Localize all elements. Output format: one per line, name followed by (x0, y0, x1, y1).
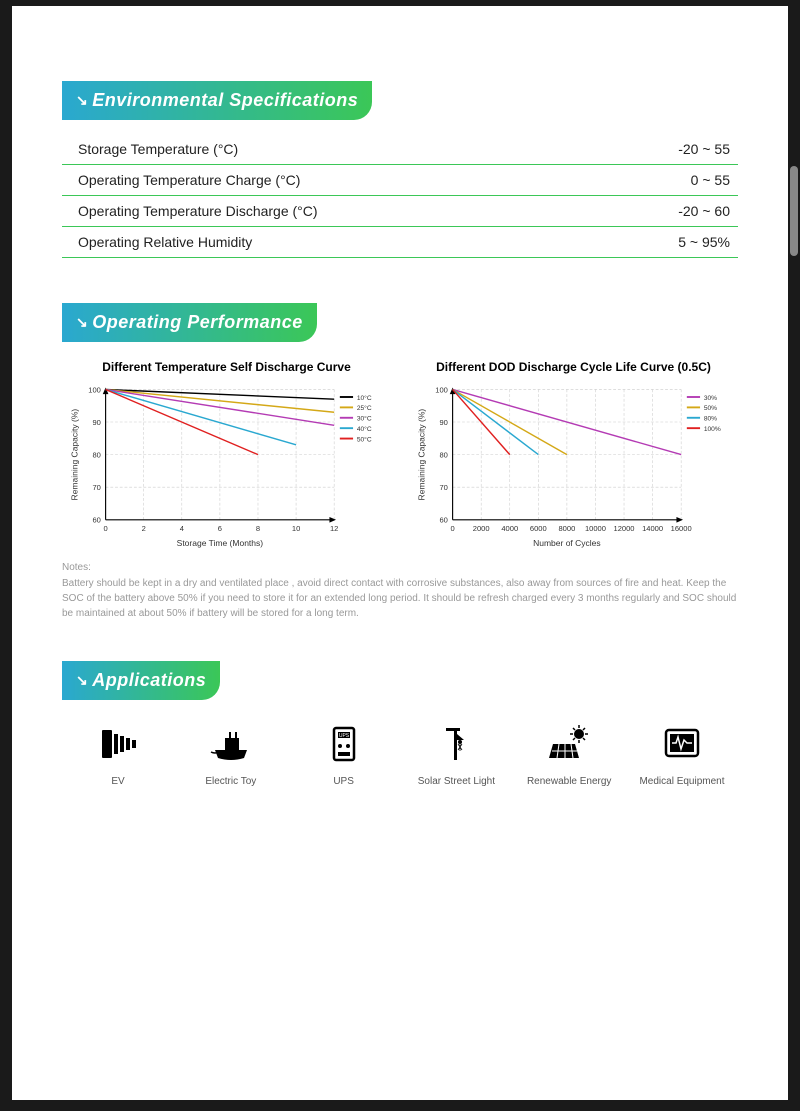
app-electric-toy: Electric Toy (181, 722, 281, 787)
app-solar-street-light: Solar Street Light (406, 722, 506, 787)
svg-text:16000: 16000 (671, 524, 692, 533)
app-label: Electric Toy (205, 776, 256, 787)
scrollbar-thumb[interactable] (790, 166, 798, 256)
svg-text:2000: 2000 (473, 524, 490, 533)
env-specs-title: Environmental Specifications (92, 90, 358, 110)
env-specs-table: Storage Temperature (°C)-20 ~ 55 Operati… (62, 134, 738, 258)
operating-perf-header: ↘Operating Performance (62, 303, 317, 342)
chart1-box: Different Temperature Self Discharge Cur… (62, 360, 391, 550)
env-specs-header: ↘Environmental Specifications (62, 81, 372, 120)
applications-title: Applications (92, 670, 206, 690)
notes-text: Battery should be kept in a dry and vent… (62, 576, 738, 621)
applications-header: ↘Applications (62, 661, 220, 700)
app-ups: UPS UPS (294, 722, 394, 787)
page: ↘Environmental Specifications Storage Te… (12, 6, 788, 1100)
spec-value: 0 ~ 55 (583, 165, 738, 196)
charts-row: Different Temperature Self Discharge Cur… (62, 360, 738, 550)
app-medical-equipment: Medical Equipment (632, 722, 732, 787)
ship-icon (209, 722, 253, 766)
arrow-icon: ↘ (76, 92, 88, 108)
svg-text:Storage Time (Months): Storage Time (Months) (177, 538, 264, 548)
content-area: ↘Environmental Specifications Storage Te… (12, 6, 788, 787)
chart2-box: Different DOD Discharge Cycle Life Curve… (409, 360, 738, 550)
svg-text:8000: 8000 (558, 524, 575, 533)
svg-text:80%: 80% (704, 416, 717, 423)
operating-performance-section: ↘Operating Performance Different Tempera… (62, 303, 738, 621)
svg-text:60: 60 (439, 516, 447, 525)
app-renewable-energy: Renewable Energy (519, 722, 619, 787)
svg-text:Remaining Capacity (%): Remaining Capacity (%) (69, 409, 79, 501)
chart2-title: Different DOD Discharge Cycle Life Curve… (409, 360, 738, 374)
app-label: Medical Equipment (639, 776, 724, 787)
app-ev: EV (68, 722, 168, 787)
svg-text:2: 2 (142, 524, 146, 533)
svg-text:12000: 12000 (614, 524, 635, 533)
app-label: Solar Street Light (418, 776, 495, 787)
arrow-icon: ↘ (76, 314, 88, 330)
svg-text:60: 60 (92, 516, 100, 525)
svg-text:0: 0 (451, 524, 455, 533)
svg-text:0: 0 (104, 524, 108, 533)
spec-value: -20 ~ 60 (583, 196, 738, 227)
chart1-svg: 60 70 80 90 100 0 2 4 6 8 10 12 10°C 25°C 30°C 40°C 50°C… (62, 380, 391, 550)
svg-text:UPS: UPS (338, 733, 349, 739)
svg-text:30%: 30% (704, 395, 717, 402)
svg-text:4: 4 (180, 524, 184, 533)
svg-text:25°C: 25°C (357, 404, 372, 412)
spec-label: Storage Temperature (°C) (62, 134, 583, 165)
spec-label: Operating Temperature Discharge (°C) (62, 196, 583, 227)
ups-icon: UPS (322, 722, 366, 766)
operating-perf-title: Operating Performance (92, 312, 303, 332)
svg-text:70: 70 (439, 483, 447, 492)
brand-name: ECC (354, 1034, 445, 1065)
svg-text:12: 12 (330, 524, 338, 533)
applications-section: ↘Applications EV Electric Toy (62, 661, 738, 787)
svg-text:4000: 4000 (501, 524, 518, 533)
spec-value: 5 ~ 95% (583, 227, 738, 258)
svg-text:Remaining Capacity (%): Remaining Capacity (%) (416, 409, 426, 501)
svg-text:10°C: 10°C (357, 394, 372, 402)
notes-title: Notes: (62, 562, 738, 573)
brand-sub: SOLAR (354, 1064, 445, 1073)
svg-text:10000: 10000 (585, 524, 606, 533)
svg-text:100%: 100% (704, 426, 721, 433)
app-label: UPS (333, 776, 354, 787)
applications-row: EV Electric Toy UPS UPS (62, 722, 738, 787)
ev-icon (96, 722, 140, 766)
app-label: Renewable Energy (527, 776, 612, 787)
logo-wrap: ECC SOLAR (12, 1034, 788, 1076)
app-label: EV (111, 776, 124, 787)
solar-panel-icon (547, 722, 591, 766)
brand-logo: ECC SOLAR (354, 1034, 445, 1073)
spec-label: Operating Relative Humidity (62, 227, 583, 258)
spec-value: -20 ~ 55 (583, 134, 738, 165)
chart2-svg: 60 70 80 90 100 0 2000 4000 6000 8000 10000 12000 14… (409, 380, 738, 550)
svg-text:8: 8 (256, 524, 260, 533)
svg-text:30°C: 30°C (357, 415, 372, 423)
svg-text:Number of Cycles: Number of Cycles (533, 538, 601, 548)
chart1-title: Different Temperature Self Discharge Cur… (62, 360, 391, 374)
svg-text:80: 80 (439, 450, 447, 459)
medical-monitor-icon (660, 722, 704, 766)
svg-text:80: 80 (92, 450, 100, 459)
svg-text:90: 90 (439, 418, 447, 427)
svg-text:70: 70 (92, 483, 100, 492)
svg-text:100: 100 (88, 385, 101, 394)
svg-text:14000: 14000 (642, 524, 663, 533)
table-row: Operating Temperature Discharge (°C)-20 … (62, 196, 738, 227)
svg-text:100: 100 (435, 385, 448, 394)
arrow-icon: ↘ (76, 672, 88, 688)
svg-text:6: 6 (218, 524, 222, 533)
svg-text:6000: 6000 (530, 524, 547, 533)
svg-text:50°C: 50°C (357, 435, 372, 443)
svg-text:10: 10 (292, 524, 300, 533)
table-row: Storage Temperature (°C)-20 ~ 55 (62, 134, 738, 165)
table-row: Operating Relative Humidity5 ~ 95% (62, 227, 738, 258)
spec-label: Operating Temperature Charge (°C) (62, 165, 583, 196)
table-row: Operating Temperature Charge (°C)0 ~ 55 (62, 165, 738, 196)
street-light-icon (434, 722, 478, 766)
svg-text:50%: 50% (704, 405, 717, 412)
svg-text:90: 90 (92, 418, 100, 427)
svg-text:40°C: 40°C (357, 425, 372, 433)
